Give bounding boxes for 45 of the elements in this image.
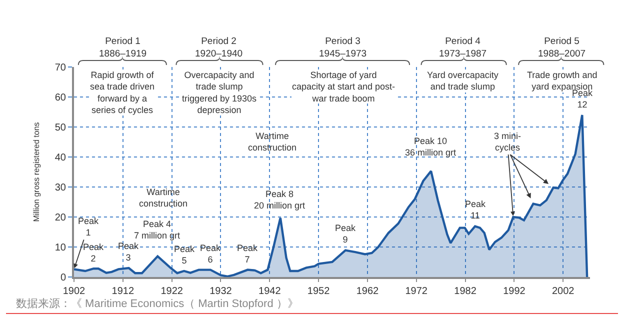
text: Period 4 1973–1987 (439, 36, 487, 60)
y-tick-label: 10 (54, 242, 66, 254)
x-tick-label: 1972 (405, 286, 428, 297)
annotation: 3 mini- cycles (494, 131, 522, 153)
annotation: Rapid growth of sea trade driven forward by a series of cycles (90, 70, 155, 116)
x-tick-label: 1912 (112, 286, 134, 297)
annotation: Peak 4 7 million grt (134, 219, 181, 241)
annotation: Trade growth and yard expansion (527, 70, 598, 92)
y-tick-label: 50 (54, 122, 66, 134)
y-tick-label: 60 (54, 92, 66, 104)
x-tick-label: 1992 (503, 286, 526, 297)
annotation: Shortage of yard capacity at start and post- war trade boom (292, 70, 396, 104)
annotation: Peak 7 (237, 243, 258, 265)
x-tick-label: 2002 (552, 286, 575, 297)
text: Period 3 1945–1973 (319, 36, 367, 60)
annotation: Peak 10 36 million grt (405, 136, 457, 158)
y-tick-label: 0 (60, 272, 66, 284)
source-note: 数据来源：《 Maritime Economics（ Martin Stopford ）》 (16, 297, 298, 310)
y-tick-label: 20 (54, 212, 66, 224)
annotation: Peak 2 (83, 242, 104, 264)
annotation: Peak 5 (174, 244, 196, 266)
x-tick-label: 1932 (210, 286, 232, 297)
x-tick-label: 1942 (258, 286, 282, 297)
annotation: Peak 8 20 million grt (254, 189, 306, 211)
annotation: Peak 1 (78, 216, 100, 238)
annotation: Wartime construction (139, 187, 188, 209)
annotation: Peak 9 (335, 223, 356, 245)
text: Period 2 1920–1940 (195, 36, 243, 60)
annotation: Wartime construction (248, 131, 297, 153)
x-tick-label: 1952 (307, 286, 330, 297)
annotation: Peak 3 (118, 241, 140, 263)
y-tick-label: 30 (54, 182, 66, 194)
text: Period 5 1988–2007 (538, 36, 586, 60)
x-tick-label: 1982 (454, 286, 477, 297)
y-tick-label: 40 (54, 152, 66, 164)
annotation: Peak 11 (465, 199, 486, 221)
text: Period 1 1886–1919 (99, 36, 147, 60)
annotation: Yard overcapacity and trade slump (427, 70, 499, 92)
annotation: Overcapacity and trade slump triggered by 1930s depression (182, 70, 258, 116)
x-tick-label: 1922 (160, 286, 184, 297)
x-tick-label: 1962 (356, 286, 380, 297)
y-tick-label: 70 (54, 62, 66, 74)
annotation: Peak 6 (200, 243, 222, 265)
y-axis-title: Million gross registered tons (32, 122, 42, 222)
x-tick-label: 1902 (62, 286, 86, 297)
